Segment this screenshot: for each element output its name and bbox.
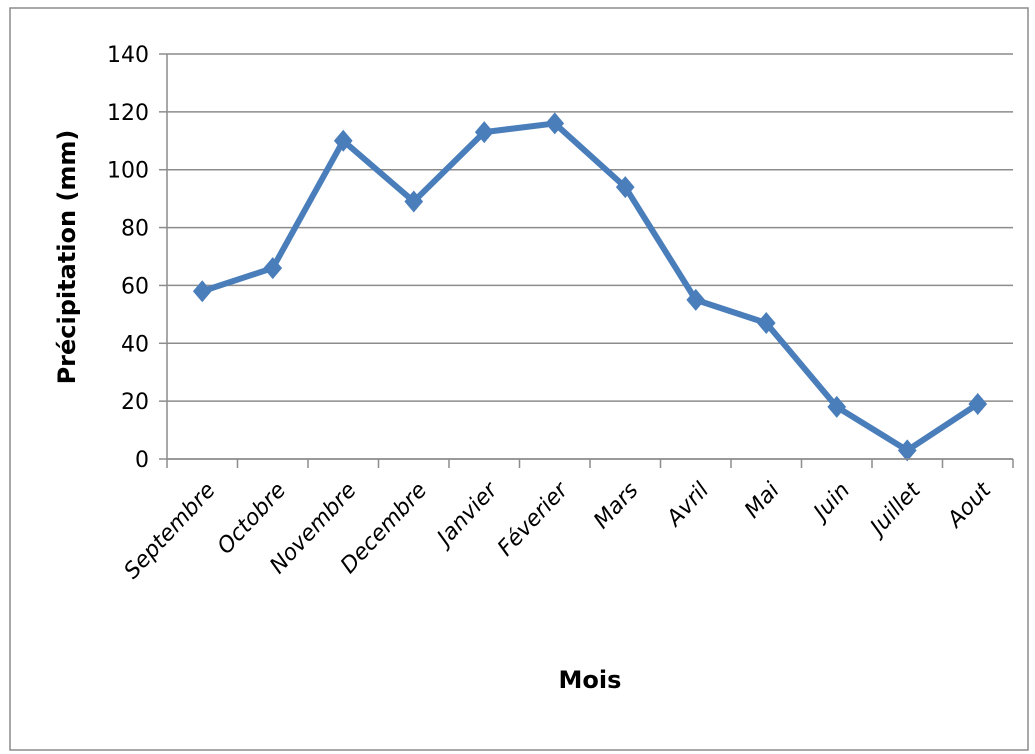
y-tick-label: 140 <box>107 43 149 68</box>
data-point <box>333 129 353 152</box>
y-axis-title: Précipitation (mm) <box>53 130 81 385</box>
data-point <box>545 112 565 135</box>
y-tick-label: 80 <box>121 217 149 242</box>
data-point <box>263 257 283 280</box>
y-tick-label: 40 <box>121 332 149 357</box>
y-tick-label: 120 <box>107 101 149 126</box>
chart-border <box>9 7 1029 751</box>
y-tick-label: 0 <box>135 448 149 473</box>
data-point <box>615 176 635 199</box>
data-point <box>474 121 494 144</box>
x-axis-title: Mois <box>559 666 622 694</box>
data-point <box>756 312 776 335</box>
data-point <box>192 280 212 303</box>
data-point <box>404 190 424 213</box>
data-point <box>968 393 988 416</box>
y-tick-label: 20 <box>121 390 149 415</box>
data-point <box>827 395 847 418</box>
data-line <box>201 120 980 454</box>
data-point <box>897 439 917 462</box>
y-tick-label: 100 <box>107 159 149 184</box>
data-point <box>686 288 706 311</box>
y-tick-label: 60 <box>121 274 149 299</box>
